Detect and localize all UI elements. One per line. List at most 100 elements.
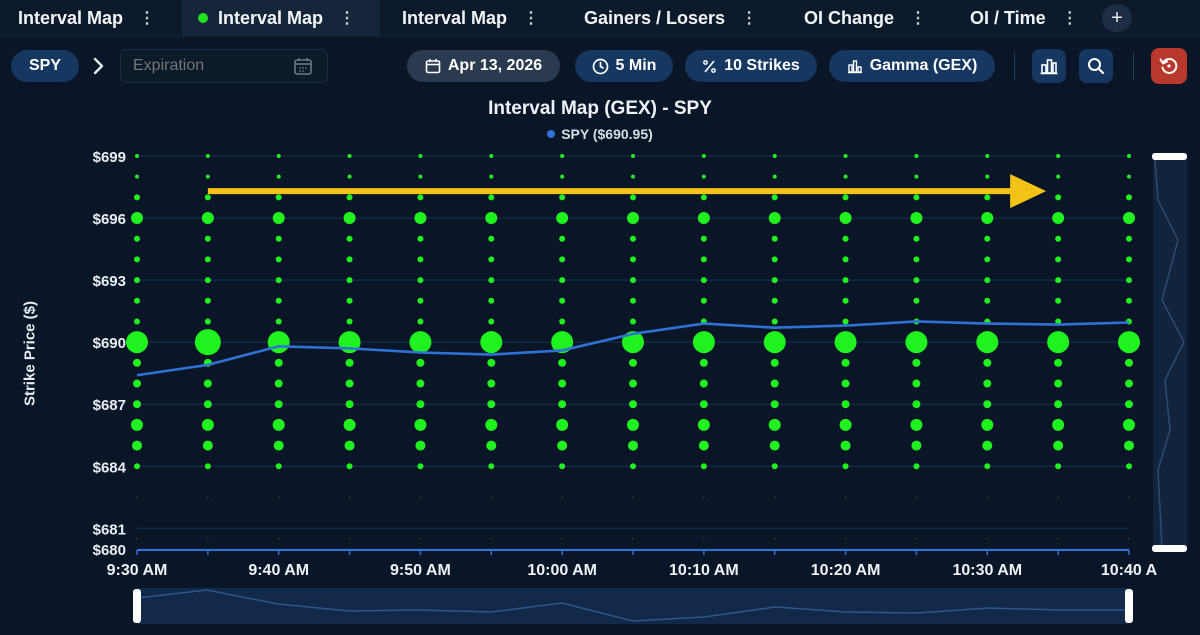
gex-bubble [981,418,994,431]
gex-bubble [204,318,211,325]
gex-bubble [984,318,991,325]
gex-bubble [769,440,780,451]
gex-bubble [910,212,923,225]
gex-bubble [558,400,567,409]
gex-bubble [418,154,423,158]
expiration-field[interactable] [120,49,328,83]
gex-bubble [699,358,708,367]
metric-button[interactable]: Gamma (GEX) [829,50,995,82]
tab-menu-icon[interactable]: ⋮ [741,10,758,27]
y-axis-label: Strike Price ($) [21,300,39,407]
zoom-button[interactable] [1079,49,1113,83]
reset-button[interactable] [1151,48,1187,84]
y-tick-label: $680 [93,542,126,559]
tab-label: OI / Time [970,7,1046,28]
chart-type-button[interactable] [1032,49,1066,83]
tab-menu-icon[interactable]: ⋮ [1061,10,1078,27]
gex-bubble [839,212,852,225]
gex-bubble [488,318,495,325]
gex-bubble [697,212,710,225]
gex-bubble [984,194,991,201]
gex-bubble [771,235,778,242]
calendar-icon[interactable] [293,56,313,76]
gex-bubble [134,297,140,304]
percent-icon [703,59,717,73]
tab-label: Interval Map [18,7,124,28]
gex-bubble [984,297,991,304]
gex-bubble [1128,496,1130,499]
gex-bubble [488,297,495,304]
tab-menu-icon[interactable]: ⋮ [910,10,927,27]
gex-bubble [630,297,636,304]
gex-bubble [204,297,211,304]
x-tick-label: 10:20 AM [811,562,881,579]
gex-bubble [275,256,282,263]
scrollbar-handle-top [1152,153,1187,160]
gex-bubble [1126,277,1132,284]
gex-bubble [700,256,707,263]
gex-bubble [699,379,708,388]
expiration-input[interactable] [131,56,295,76]
gex-bubble [627,418,639,431]
gex-bubble [976,331,999,354]
gex-bubble [1127,154,1131,158]
gex-bubble [1055,297,1062,304]
gex-bubble [131,212,143,225]
gex-bubble [276,154,281,158]
x-tick-label: 10:00 AM [527,562,597,579]
gex-bubble [343,212,356,225]
gex-bubble [417,256,424,263]
chart-legend[interactable]: SPY ($690.95) [0,126,1200,142]
gex-bubble [842,463,849,470]
gex-bubble [770,400,779,409]
gex-bubble [913,235,920,242]
gex-bubble [558,379,567,388]
gex-bubble [204,256,211,263]
gex-bubble [346,235,353,242]
add-tab-button[interactable]: + [1102,4,1132,32]
gex-bubble [771,318,778,325]
gex-bubble [697,418,710,431]
gex-bubble [1126,318,1132,325]
gex-bubble [841,379,850,388]
ticker-button[interactable]: SPY [11,50,79,82]
gex-bubble [204,235,211,242]
gex-bubble [134,318,140,325]
gex-bubble [275,297,282,304]
interval-button[interactable]: 5 Min [575,50,673,82]
gex-bubble [267,331,290,354]
tab-label: Interval Map [218,7,324,28]
gex-bubble [559,318,566,325]
gex-bubble [983,358,992,367]
gex-bubble [346,277,353,284]
gex-bubble [912,358,921,367]
tab-menu-icon[interactable]: ⋮ [523,10,540,27]
gex-bubble [275,463,282,470]
tab-interval-map-1[interactable]: Interval Map ⋮ [18,0,155,36]
date-button[interactable]: Apr 13, 2026 [407,50,560,82]
interval-label: 5 Min [615,57,657,74]
gex-bubble [702,496,705,499]
tab-oi-time[interactable]: OI / Time ⋮ [970,0,1078,36]
gex-bubble [629,379,637,388]
strikes-button[interactable]: 10 Strikes [685,50,817,82]
scrollbar-handle-bottom [1152,545,1187,552]
tab-menu-icon[interactable]: ⋮ [339,10,356,27]
gex-bubble [133,400,141,409]
metric-label: Gamma (GEX) [869,57,978,74]
tab-interval-map-3[interactable]: Interval Map ⋮ [402,0,539,36]
gex-bubble [136,496,138,499]
tab-gainers-losers[interactable]: Gainers / Losers ⋮ [584,0,757,36]
y-tick-label: $681 [93,521,126,538]
tab-oi-change[interactable]: OI Change ⋮ [804,0,926,36]
gex-bubble [201,418,214,431]
tab-menu-icon[interactable]: ⋮ [139,10,156,27]
gex-bubble [627,212,639,225]
gex-bubble [133,358,141,367]
tab-interval-map-2[interactable]: Interval Map ⋮ [182,0,380,36]
gex-bubble [559,463,566,470]
gex-bubble [1054,379,1063,388]
gex-bubble [135,174,139,179]
gex-bubble [699,400,708,409]
